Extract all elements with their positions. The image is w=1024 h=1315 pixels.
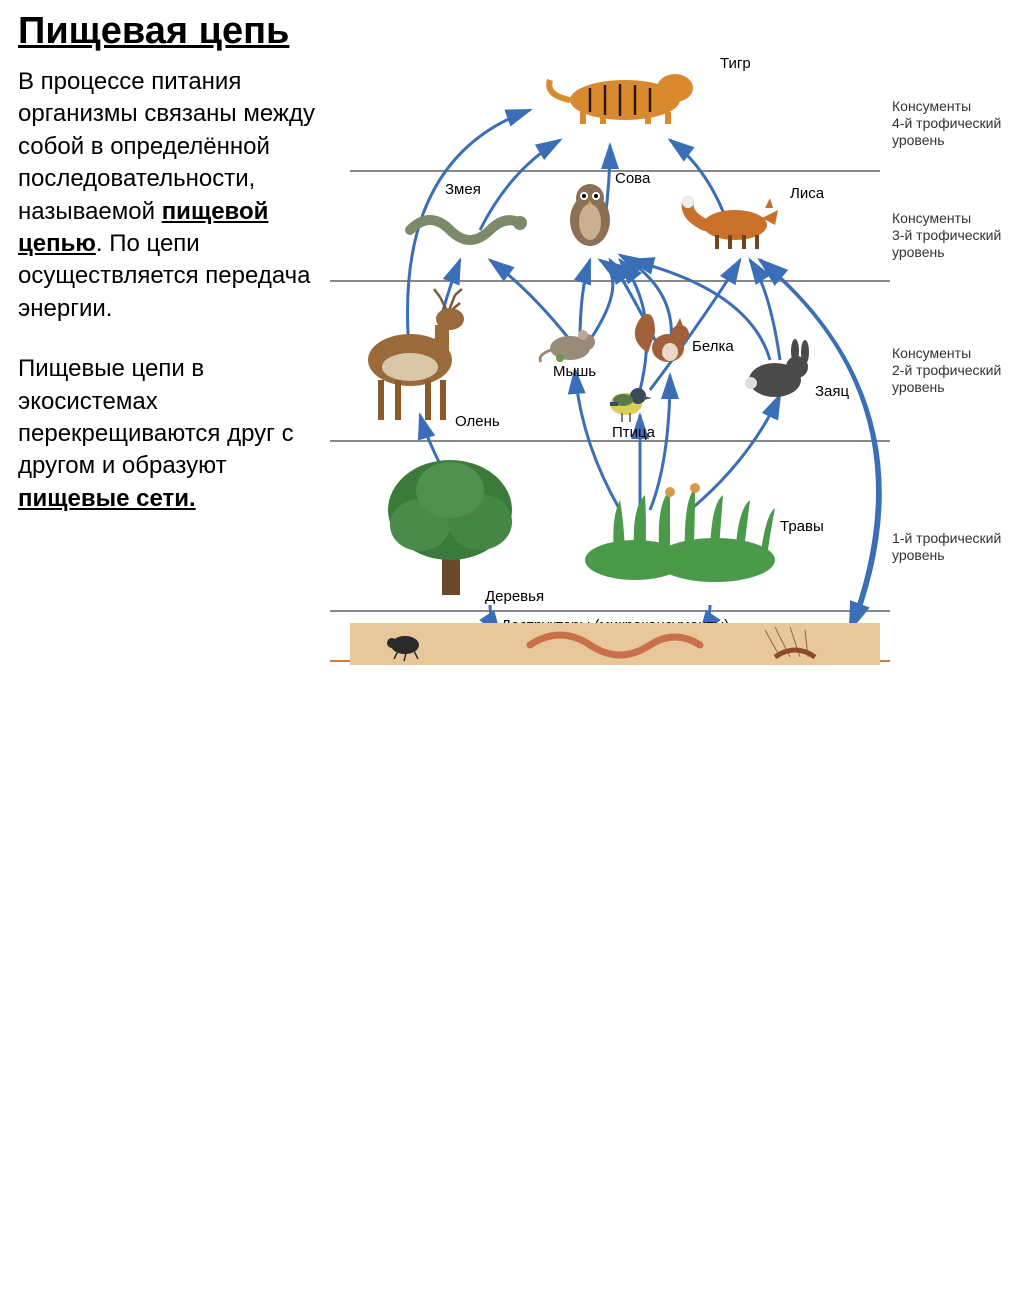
l2b: 2-й трофический уровень <box>892 362 1001 395</box>
explanation-text: В процессе питания организмы связаны меж… <box>18 66 328 543</box>
l4a: Консументы <box>892 98 971 114</box>
p2-b: пищевые сети. <box>18 485 196 512</box>
l2a: Консументы <box>892 345 971 361</box>
tiger-icon <box>530 60 1024 760</box>
level-3-label: Консументы 3-й трофический уровень <box>892 210 1012 260</box>
level-4-label: Консументы 4-й трофический уровень <box>892 98 1012 148</box>
fox-label: Лиса <box>790 185 824 202</box>
level-separator <box>330 660 890 662</box>
destructors-icon <box>350 615 1024 1315</box>
organism-destructors: Деструкторы (микроконсументы) <box>350 615 880 634</box>
squirrel-label: Белка <box>692 338 734 355</box>
l1a: 1-й трофический уровень <box>892 530 1001 563</box>
snake-label: Змея <box>445 181 481 198</box>
level-separator <box>330 610 890 612</box>
page-title: Пищевая цепь <box>0 0 1024 59</box>
mouse-icon <box>535 320 1024 1020</box>
bird-icon <box>598 378 1024 1078</box>
p2-a: Пищевые цепи в экосистемах перекрещивают… <box>18 355 294 479</box>
arrows-layer <box>330 60 1020 760</box>
owl-label: Сова <box>615 170 650 187</box>
tiger-label: Тигр <box>720 55 751 72</box>
destructors-label: Деструкторы (микроконсументы) <box>350 617 880 634</box>
paragraph-2: Пищевые цепи в экосистемах перекрещивают… <box>18 353 328 515</box>
grass-icon <box>575 460 1024 1160</box>
level-separator <box>330 440 890 442</box>
deer-label: Олень <box>455 413 500 430</box>
level-separator <box>330 280 890 282</box>
trees-label: Деревья <box>485 588 544 605</box>
l4b: 4-й трофический уровень <box>892 115 1001 148</box>
food-web-diagram: Тигр Змея Сова Лиса <box>330 60 1020 760</box>
bird-label: Птица <box>612 424 655 441</box>
squirrel-icon <box>630 308 1024 1008</box>
l3a: Консументы <box>892 210 971 226</box>
hare-label: Заяц <box>815 383 849 400</box>
grass-label: Травы <box>780 518 824 535</box>
level-1-label: 1-й трофический уровень <box>892 530 1012 564</box>
mouse-label: Мышь <box>553 363 596 380</box>
level-2-label: Консументы 2-й трофический уровень <box>892 345 1012 395</box>
paragraph-1: В процессе питания организмы связаны меж… <box>18 66 328 325</box>
l3b: 3-й трофический уровень <box>892 227 1001 260</box>
